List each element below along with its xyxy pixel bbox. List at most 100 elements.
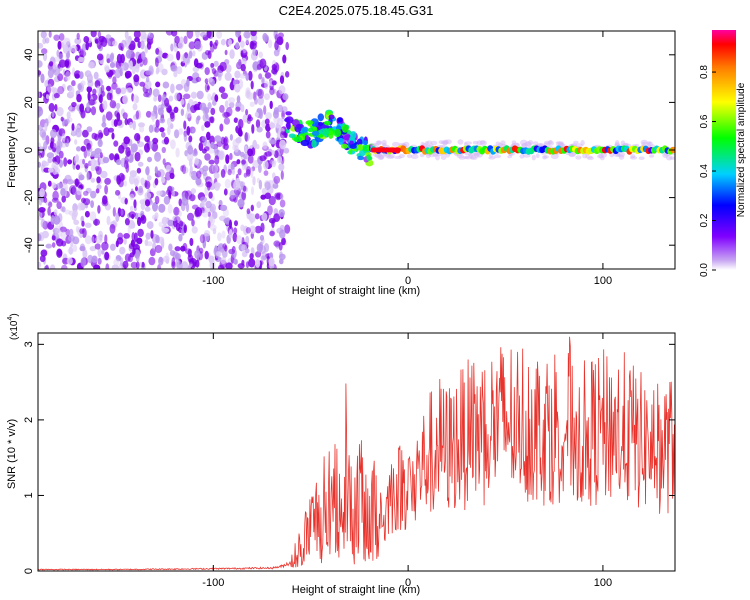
noise-blob bbox=[123, 236, 127, 245]
noise-blob bbox=[285, 41, 290, 51]
y-tick-label: 2 bbox=[23, 417, 35, 423]
noise-blob bbox=[153, 95, 158, 102]
noise-blob bbox=[169, 172, 175, 180]
transition-blob bbox=[317, 113, 324, 122]
noise-blob bbox=[243, 31, 251, 39]
noise-blob bbox=[45, 37, 50, 44]
noise-blob bbox=[250, 80, 254, 90]
noise-blob bbox=[91, 132, 98, 140]
noise-blob bbox=[264, 80, 269, 90]
noise-blob bbox=[181, 196, 189, 207]
noise-blob bbox=[57, 40, 62, 50]
transition-blob bbox=[300, 139, 310, 147]
noise-blob bbox=[190, 91, 197, 99]
multiplier-base: (x10 bbox=[9, 320, 20, 340]
noise-blob bbox=[179, 220, 184, 227]
noise-blob bbox=[134, 37, 140, 43]
y-tick-label: 20 bbox=[23, 96, 35, 108]
spectrogram-panel: -100 0 100 -40 -20 0 20 40 Height of straight … bbox=[6, 30, 676, 297]
noise-blob bbox=[178, 233, 183, 242]
noise-blob bbox=[64, 209, 71, 215]
noise-blob bbox=[112, 40, 118, 47]
noise-blob bbox=[247, 114, 252, 120]
noise-blob bbox=[87, 91, 91, 102]
noise-blob bbox=[77, 83, 82, 91]
noise-blob bbox=[222, 111, 230, 119]
noise-blob bbox=[280, 193, 284, 200]
noise-blob bbox=[249, 101, 255, 108]
noise-blob bbox=[154, 195, 160, 205]
noise-blob bbox=[172, 190, 175, 197]
noise-blob bbox=[254, 111, 259, 118]
noise-blob bbox=[183, 93, 191, 100]
noise-blob bbox=[274, 40, 279, 51]
noise-blob bbox=[163, 195, 171, 205]
noise-blob bbox=[85, 187, 92, 194]
noise-blob bbox=[45, 93, 50, 100]
noise-blob bbox=[70, 241, 74, 248]
noise-blob bbox=[214, 94, 219, 103]
noise-blob bbox=[165, 31, 173, 36]
noise-blob bbox=[212, 228, 217, 235]
noise-blob bbox=[146, 241, 153, 247]
noise-blob bbox=[142, 33, 149, 40]
noise-blob bbox=[265, 130, 271, 139]
noise-blob bbox=[245, 73, 249, 81]
noise-blob bbox=[42, 52, 48, 62]
noise-blob bbox=[136, 237, 143, 245]
noise-blob bbox=[279, 199, 286, 208]
noise-blob bbox=[76, 32, 80, 40]
signal-halo bbox=[440, 155, 447, 160]
noise-blob bbox=[148, 124, 154, 133]
noise-blob bbox=[273, 107, 279, 115]
noise-blob bbox=[210, 62, 215, 68]
noise-blob bbox=[192, 149, 198, 157]
noise-blob bbox=[195, 177, 202, 186]
noise-blob bbox=[179, 36, 184, 44]
noise-blob bbox=[251, 123, 255, 134]
noise-blob bbox=[115, 189, 121, 196]
noise-blob bbox=[42, 161, 49, 167]
noise-blob bbox=[255, 259, 261, 268]
noise-blob bbox=[235, 106, 241, 112]
noise-blob bbox=[97, 248, 102, 257]
noise-blob bbox=[201, 135, 207, 142]
signal-halo bbox=[386, 155, 395, 160]
transition-blob bbox=[285, 111, 292, 116]
snr-y-multiplier: (x104) bbox=[7, 313, 20, 340]
noise-blob bbox=[152, 214, 158, 220]
noise-blob bbox=[223, 137, 228, 144]
noise-blob bbox=[175, 83, 183, 91]
noise-blob bbox=[241, 159, 247, 165]
noise-blob bbox=[74, 139, 78, 145]
signal-halo bbox=[406, 153, 413, 159]
noise-blob bbox=[65, 59, 70, 67]
noise-blob bbox=[191, 226, 198, 234]
noise-blob bbox=[122, 95, 128, 105]
noise-blob bbox=[204, 206, 211, 213]
noise-blob bbox=[38, 106, 44, 117]
noise-blob bbox=[115, 212, 120, 222]
noise-blob bbox=[141, 261, 145, 268]
noise-blob bbox=[82, 249, 88, 259]
noise-blob bbox=[80, 80, 86, 86]
noise-blob bbox=[72, 203, 78, 213]
noise-blob bbox=[61, 206, 66, 213]
noise-blob bbox=[144, 80, 152, 90]
noise-blob bbox=[61, 83, 66, 92]
noise-blob bbox=[120, 174, 126, 181]
noise-blob bbox=[57, 249, 63, 257]
noise-blob bbox=[277, 156, 283, 164]
snr-y-axis-label: SNR (10 * v/v) bbox=[6, 419, 18, 489]
noise-blob bbox=[236, 235, 243, 244]
noise-blob bbox=[45, 85, 52, 95]
noise-blob bbox=[240, 50, 244, 58]
noise-blob bbox=[194, 40, 202, 49]
noise-blob bbox=[134, 151, 141, 162]
noise-blob bbox=[205, 181, 213, 188]
noise-blob bbox=[262, 141, 268, 150]
noise-blob bbox=[145, 70, 153, 76]
noise-blob bbox=[53, 92, 60, 99]
noise-blob bbox=[238, 118, 244, 129]
noise-blob bbox=[158, 203, 166, 213]
